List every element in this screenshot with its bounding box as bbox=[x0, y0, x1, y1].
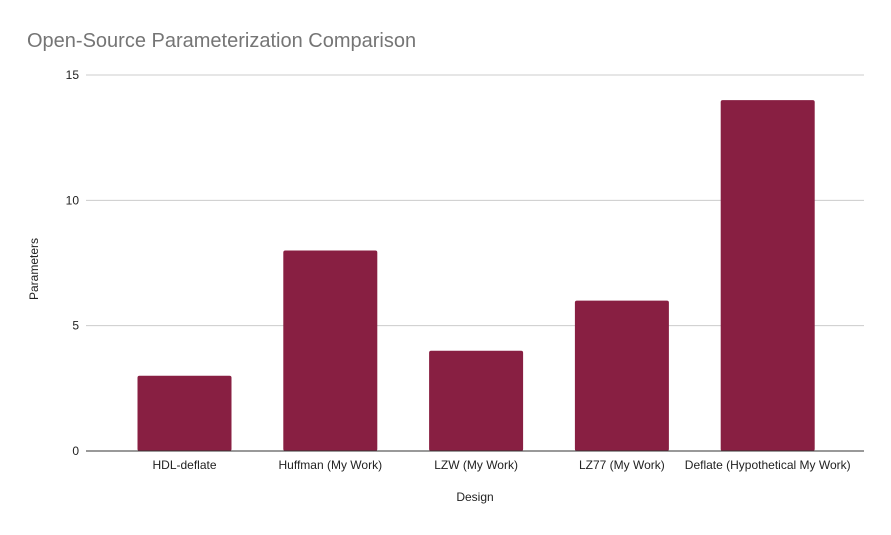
y-tick-label: 15 bbox=[66, 68, 80, 82]
x-tick-label: LZ77 (My Work) bbox=[579, 458, 665, 472]
x-tick-label: LZW (My Work) bbox=[434, 458, 518, 472]
bar-hdl-deflate bbox=[137, 375, 232, 451]
y-axis-title: Parameters bbox=[27, 238, 41, 300]
bar-deflate-hypothetical-my-work bbox=[720, 100, 815, 452]
x-tick-label: Deflate (Hypothetical My Work) bbox=[685, 458, 851, 472]
y-tick-label: 5 bbox=[72, 319, 79, 333]
x-tick-label: HDL-deflate bbox=[152, 458, 216, 472]
y-axis-ticks: 0 5 10 15 bbox=[66, 68, 80, 458]
x-axis-title: Design bbox=[456, 490, 493, 504]
y-tick-label: 10 bbox=[66, 193, 80, 207]
bar-lzw-my-work bbox=[429, 350, 524, 451]
bar-huffman-my-work bbox=[283, 250, 378, 451]
bar-lz77-my-work bbox=[574, 300, 669, 451]
bars bbox=[137, 100, 815, 452]
chart-title: Open-Source Parameterization Comparison bbox=[27, 30, 416, 52]
x-axis-ticks: HDL-deflate Huffman (My Work) LZW (My Work… bbox=[152, 458, 850, 472]
y-tick-label: 0 bbox=[72, 444, 79, 458]
x-tick-label: Huffman (My Work) bbox=[279, 458, 383, 472]
